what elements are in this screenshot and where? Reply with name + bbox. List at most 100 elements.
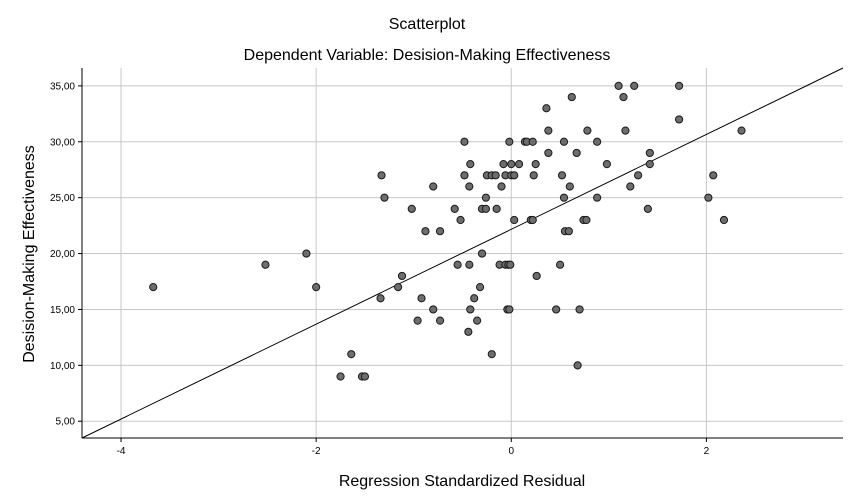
data-point — [470, 294, 479, 303]
data-point — [645, 160, 654, 169]
chart-title: Scatterplot — [389, 16, 466, 33]
x-axis-title: Regression Standardized Residual — [339, 473, 585, 490]
data-point — [477, 249, 487, 258]
data-point — [429, 305, 438, 314]
data-point — [417, 294, 426, 303]
x-tick-label: -2 — [312, 446, 321, 457]
data-point — [565, 182, 574, 191]
data-point — [460, 137, 469, 146]
data-point — [505, 137, 514, 146]
data-point — [499, 160, 508, 169]
data-point — [643, 204, 652, 213]
data-point — [583, 126, 592, 135]
y-tick-label: 15,00 — [50, 305, 75, 316]
data-point — [510, 215, 519, 225]
data-point — [312, 282, 321, 292]
data-point — [602, 160, 611, 169]
data-point — [394, 282, 403, 292]
x-tick-label: -4 — [117, 446, 126, 457]
data-point — [435, 227, 445, 236]
data-point — [429, 182, 438, 191]
y-tick-label: 10,00 — [50, 361, 75, 372]
data-point — [674, 81, 684, 90]
data-point — [507, 160, 516, 169]
data-point — [559, 137, 569, 146]
data-point — [261, 260, 270, 269]
data-point — [544, 126, 553, 135]
data-point — [532, 271, 541, 281]
data-point — [674, 115, 684, 124]
data-point — [737, 126, 746, 135]
data-point — [709, 171, 718, 180]
data-point — [413, 316, 422, 325]
data-point — [593, 137, 602, 146]
data-point — [487, 350, 496, 359]
data-point — [626, 182, 635, 191]
data-point — [435, 316, 445, 325]
axes — [78, 68, 843, 442]
data-point — [453, 260, 462, 269]
data-point — [491, 171, 500, 180]
data-point — [481, 193, 491, 202]
x-tick-label: 0 — [509, 446, 515, 457]
fit-line-group — [81, 67, 844, 439]
chart-subtitle: Dependent Variable: Desision-Making Effe… — [244, 47, 611, 64]
data-point — [704, 193, 713, 202]
data-point — [302, 249, 311, 258]
y-tick-label: 30,00 — [50, 137, 75, 148]
data-point — [497, 182, 506, 191]
data-point — [593, 193, 602, 202]
data-point — [505, 305, 514, 314]
data-point — [529, 171, 538, 180]
data-point — [630, 81, 639, 90]
data-point — [645, 148, 654, 158]
data-point — [528, 215, 537, 225]
data-point — [567, 92, 576, 102]
data-point — [531, 160, 540, 169]
data-point — [466, 160, 475, 169]
y-tick-label: 25,00 — [50, 193, 75, 204]
data-points — [149, 81, 746, 381]
y-tick-label: 35,00 — [50, 81, 75, 92]
data-point — [466, 305, 475, 314]
data-point — [380, 193, 389, 202]
data-point — [552, 305, 561, 314]
data-point — [456, 215, 465, 225]
data-point — [149, 282, 158, 292]
data-point — [582, 215, 591, 225]
data-point — [557, 171, 567, 180]
data-point — [559, 193, 569, 202]
data-point — [619, 92, 628, 102]
data-point — [542, 104, 551, 113]
data-point — [473, 316, 482, 325]
x-tick-label: 2 — [704, 446, 710, 457]
data-point — [555, 260, 565, 269]
y-tick-label: 20,00 — [50, 249, 75, 260]
data-point — [464, 327, 473, 336]
y-axis-title: Desision-Making Effectiveness — [21, 145, 38, 363]
data-point — [376, 294, 385, 303]
data-point — [465, 260, 474, 269]
data-point — [465, 182, 474, 191]
data-point — [514, 160, 524, 169]
data-point — [377, 171, 386, 180]
y-tick-label: 5,00 — [56, 417, 76, 428]
data-point — [528, 137, 537, 146]
data-point — [719, 215, 729, 225]
tick-labels: 5,00 10,00 15,00 20,00 25,00 30,00 35,00 -4 -2 0 2 — [50, 81, 710, 457]
data-point — [407, 204, 416, 213]
data-point — [575, 305, 584, 314]
data-point — [544, 148, 553, 158]
data-point — [360, 372, 370, 381]
data-point — [634, 171, 643, 180]
data-point — [347, 350, 356, 359]
data-point — [397, 271, 407, 281]
data-point — [614, 81, 623, 90]
data-point — [572, 148, 581, 158]
data-point — [460, 171, 469, 180]
data-point — [492, 204, 501, 213]
data-point — [481, 204, 491, 213]
data-point — [564, 227, 573, 236]
